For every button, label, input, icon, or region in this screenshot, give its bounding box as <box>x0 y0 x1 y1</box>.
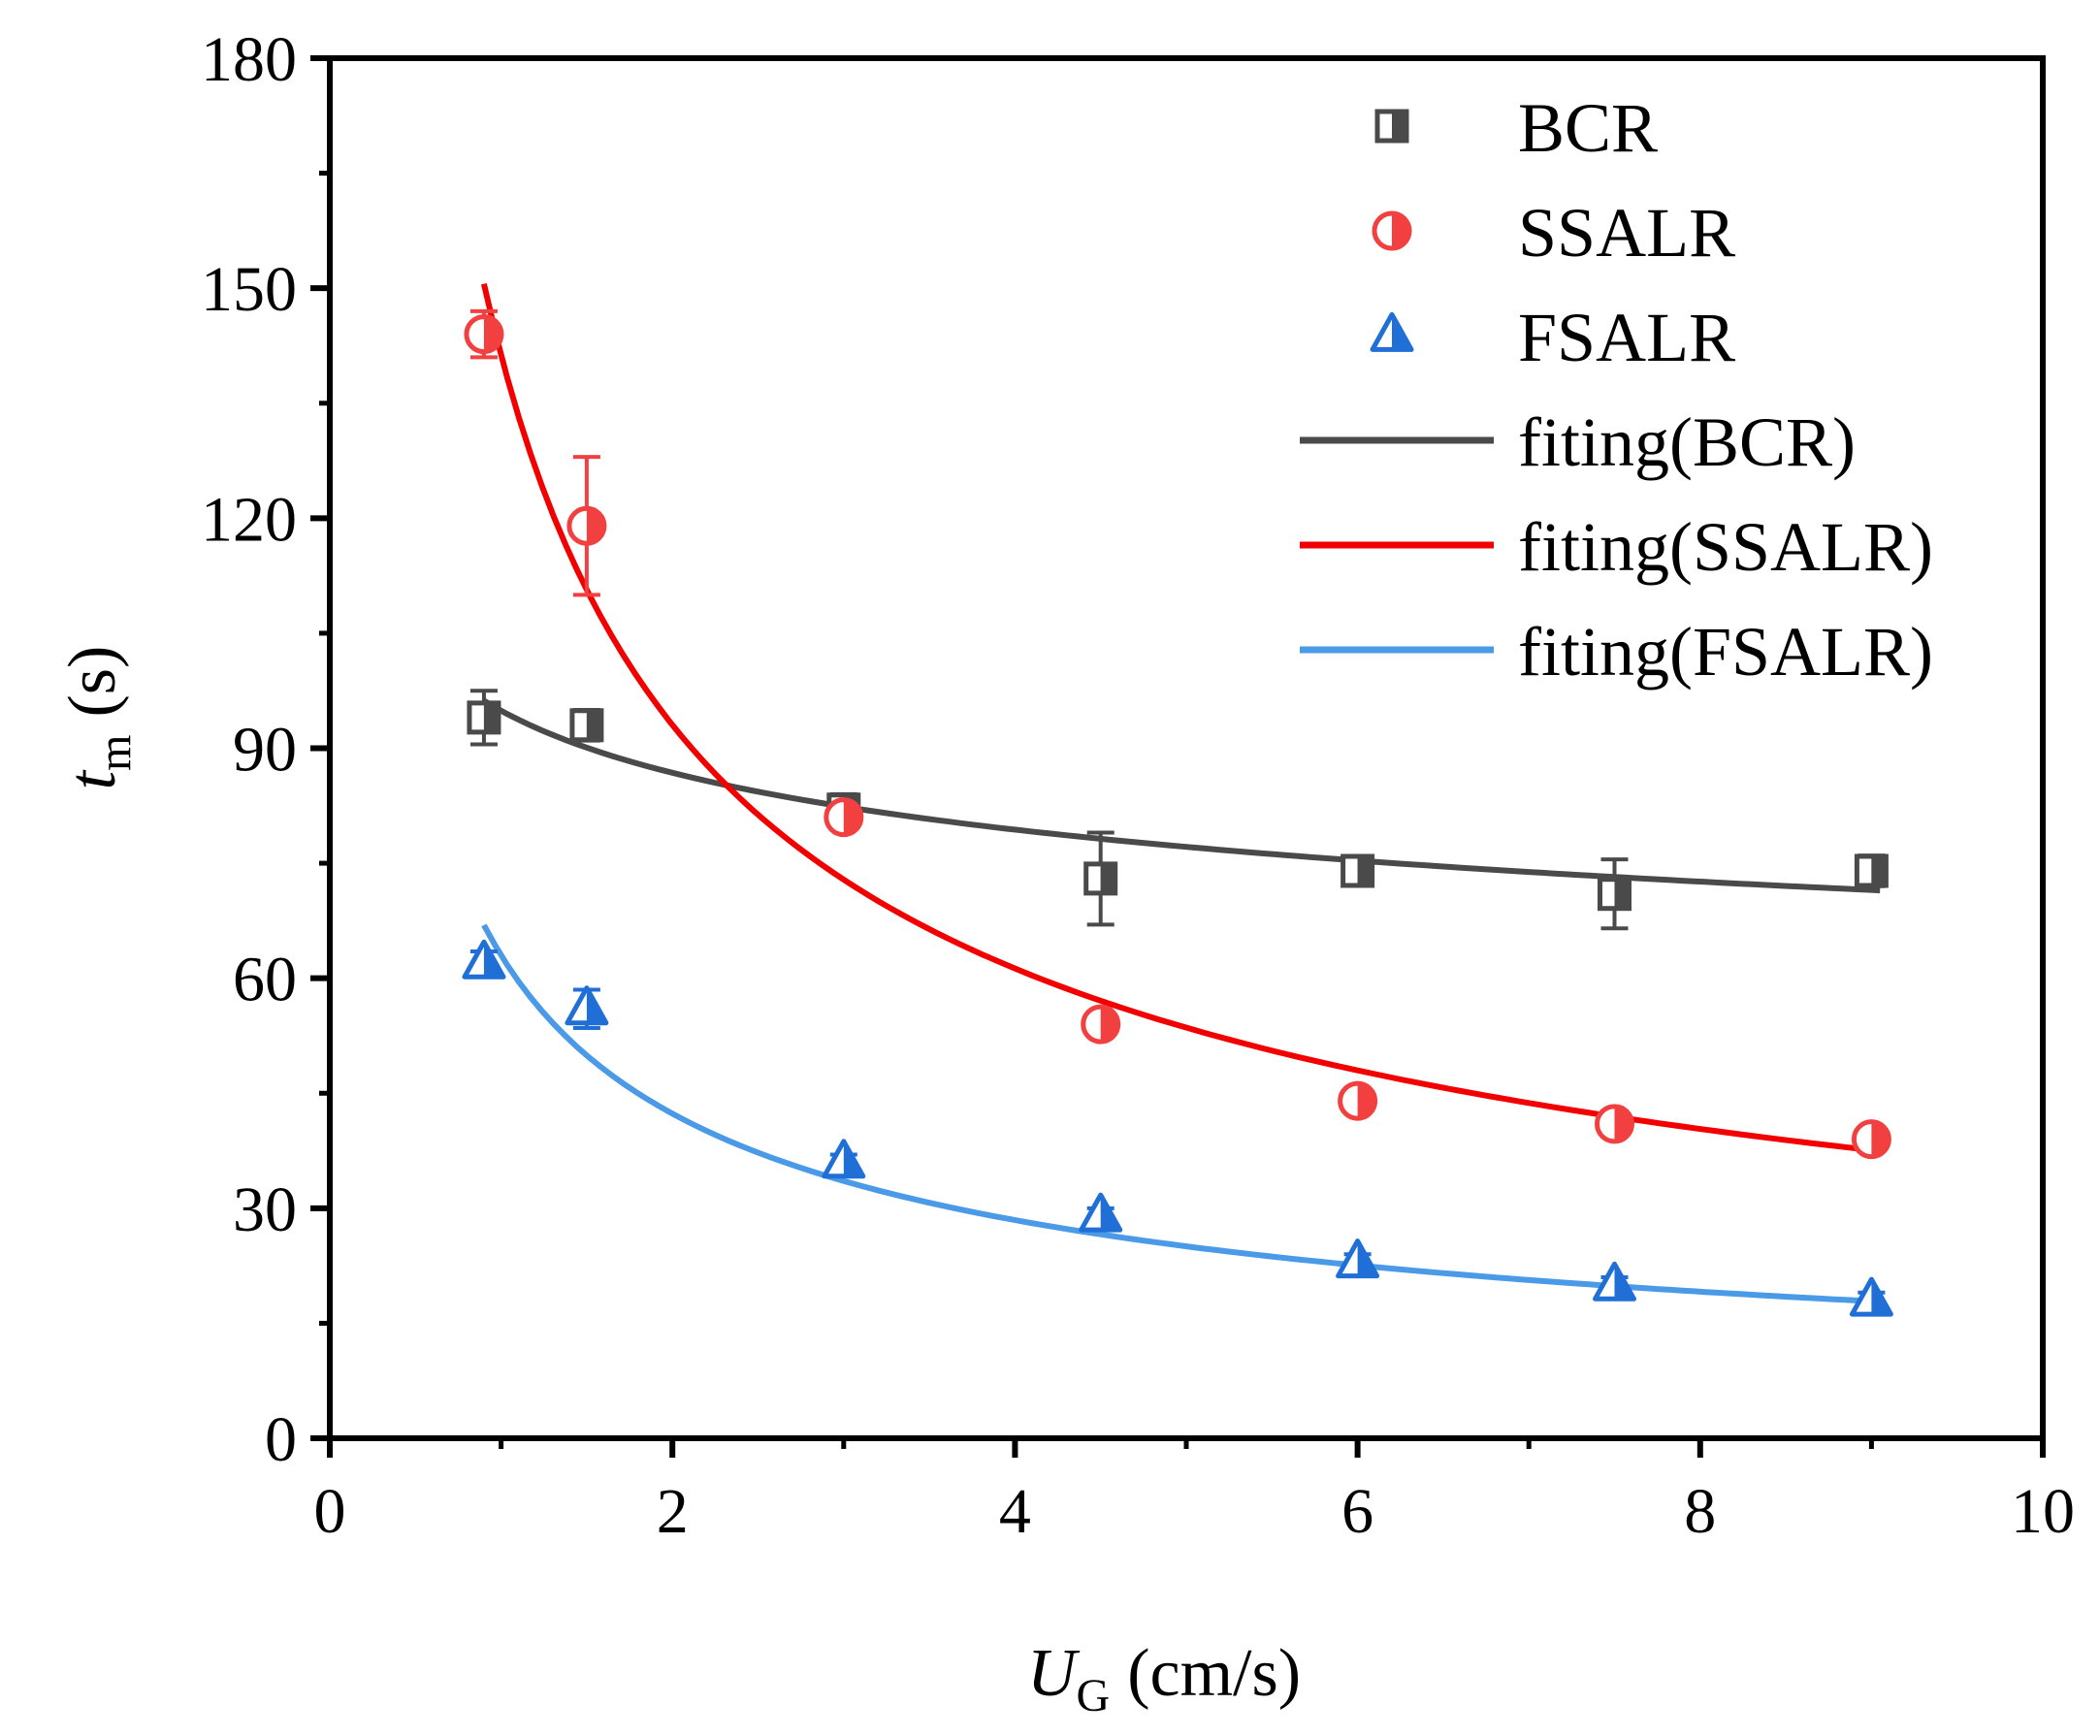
marker-outline <box>1854 853 1889 888</box>
marker-half-open <box>1342 855 1358 885</box>
legend-label: fiting(SSALR) <box>1518 508 1933 586</box>
data-point <box>1372 210 1412 251</box>
fit-lines <box>480 283 1881 1305</box>
marker-half-open <box>468 702 484 732</box>
data-point <box>1593 1261 1636 1302</box>
data-point <box>1374 109 1409 144</box>
marker-outline <box>1598 877 1632 912</box>
x-axis-ticks: 0 2 4 6 8 10 <box>314 1438 2075 1547</box>
marker-half-fill <box>1614 879 1630 909</box>
marker-half-fill <box>586 710 601 740</box>
data-point <box>1851 1119 1891 1160</box>
y-tick-label: 0 <box>265 1404 297 1475</box>
legend-label: fiting(FSALR) <box>1518 613 1933 691</box>
x-tick-label: 10 <box>2011 1476 2075 1547</box>
data-point <box>566 505 607 546</box>
data-point <box>1854 853 1889 888</box>
data-point <box>1849 1276 1893 1317</box>
data-point <box>569 708 604 743</box>
marker-outline <box>1336 1238 1380 1279</box>
marker-half-fill <box>1871 855 1887 885</box>
marker-outline <box>1079 1192 1123 1233</box>
data-point <box>1370 311 1414 352</box>
y-axis-ticks: 0 30 60 90 120 150 180 <box>201 24 330 1475</box>
marker-half-fill <box>586 987 606 1023</box>
marker-half-open <box>1857 855 1872 885</box>
marker-half-open <box>1377 112 1392 141</box>
y-tick-label: 150 <box>201 254 297 325</box>
marker-half-open <box>1599 879 1615 909</box>
fit-curve <box>482 697 1881 894</box>
data-point <box>1598 877 1632 912</box>
marker-outline <box>467 700 501 735</box>
marker-outline <box>464 314 504 355</box>
marker-outline <box>566 505 607 546</box>
x-tick-label: 0 <box>314 1476 346 1547</box>
marker-half-fill <box>483 702 499 732</box>
x-tick-label: 2 <box>657 1476 689 1547</box>
marker-outline <box>1338 1080 1378 1121</box>
fit-curve <box>481 923 1881 1305</box>
marker-outline <box>569 708 604 743</box>
y-tick-label: 180 <box>201 24 297 95</box>
y-axis-title: tm(s) <box>55 646 141 790</box>
data-point <box>467 700 501 735</box>
x-tick-label: 8 <box>1684 1476 1716 1547</box>
data-markers <box>462 308 1893 1317</box>
y-tick-label: 90 <box>233 715 297 786</box>
data-point <box>824 797 864 838</box>
y-tick-label: 60 <box>233 945 297 1015</box>
data-point <box>462 939 506 980</box>
data-point <box>1341 853 1375 888</box>
marker-half-fill <box>1392 112 1406 141</box>
marker-outline <box>1081 1004 1121 1045</box>
x-axis-title: UG (cm/s) <box>1027 1636 1301 1721</box>
marker-outline <box>1341 853 1375 888</box>
marker-outline <box>462 939 506 980</box>
marker-outline <box>1083 861 1118 896</box>
marker-outline <box>824 797 864 838</box>
data-point <box>822 1139 866 1179</box>
data-point <box>1338 1080 1378 1121</box>
marker-outline <box>1851 1119 1891 1160</box>
data-point <box>1336 1238 1380 1279</box>
marker-outline <box>565 985 609 1026</box>
fit-curve <box>480 283 1881 1154</box>
data-point <box>1595 1104 1634 1144</box>
marker-half-open <box>1085 863 1101 893</box>
legend: BCR SSALR FSALR fiting(BCR) fiting(SSALR) fit… <box>1300 89 1933 691</box>
data-point <box>1083 861 1118 896</box>
y-tick-label: 120 <box>201 484 297 555</box>
legend-label: SSALR <box>1518 194 1735 272</box>
data-point <box>464 314 504 355</box>
marker-outline <box>1593 1261 1636 1302</box>
marker-outline <box>822 1139 866 1179</box>
marker-outline <box>1372 210 1412 251</box>
marker-outline <box>1374 109 1409 144</box>
data-point <box>1079 1192 1123 1233</box>
x-tick-label: 4 <box>999 1476 1031 1547</box>
marker-outline <box>1370 311 1414 352</box>
data-point <box>565 985 609 1026</box>
marker-half-fill <box>1100 863 1115 893</box>
marker-outline <box>1849 1276 1893 1317</box>
marker-half-fill <box>1357 855 1373 885</box>
marker-outline <box>1595 1104 1634 1144</box>
legend-label: fiting(BCR) <box>1518 403 1856 481</box>
y-tick-label: 30 <box>233 1174 297 1245</box>
marker-half-open <box>571 710 587 740</box>
data-point <box>1081 1004 1121 1045</box>
x-tick-label: 6 <box>1341 1476 1373 1547</box>
legend-label: BCR <box>1518 89 1658 167</box>
legend-label: FSALR <box>1518 299 1735 376</box>
